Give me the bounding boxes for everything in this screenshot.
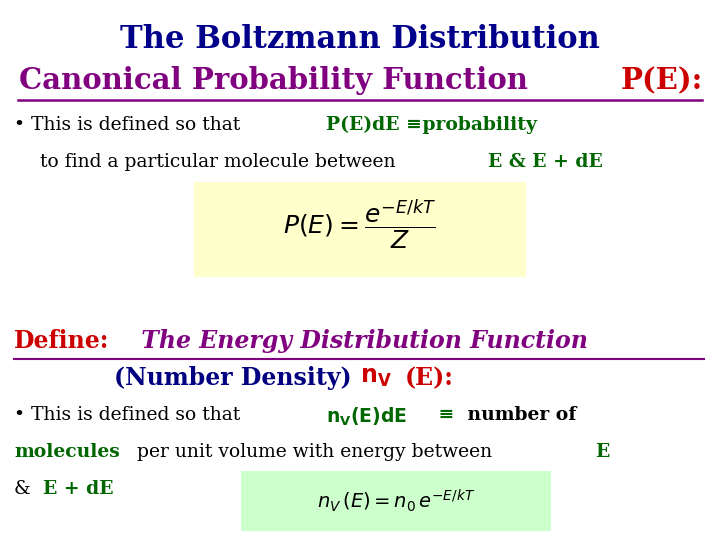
- Text: • This is defined so that: • This is defined so that: [14, 116, 247, 134]
- Text: E & E + dE: E & E + dE: [488, 153, 603, 171]
- Text: Define:: Define:: [14, 329, 109, 353]
- Text: ≡: ≡: [432, 406, 454, 424]
- Text: E + dE: E + dE: [43, 480, 114, 497]
- Text: &: &: [14, 480, 37, 497]
- Text: probability: probability: [416, 116, 537, 134]
- Text: The Energy Distribution Function: The Energy Distribution Function: [133, 329, 588, 353]
- FancyBboxPatch shape: [241, 471, 551, 531]
- Text: $\mathbf{n_V}$: $\mathbf{n_V}$: [360, 366, 392, 389]
- Text: $P(E) = \dfrac{e^{-E/kT}}{Z}$: $P(E) = \dfrac{e^{-E/kT}}{Z}$: [284, 198, 436, 252]
- FancyBboxPatch shape: [194, 183, 526, 277]
- Text: The Boltzmann Distribution: The Boltzmann Distribution: [120, 24, 600, 55]
- Text: P(E)dE ≡: P(E)dE ≡: [326, 116, 422, 134]
- Text: (Number Density): (Number Density): [114, 366, 360, 390]
- Text: molecules: molecules: [14, 443, 120, 461]
- Text: $\mathbf{n_V(E)dE}$: $\mathbf{n_V(E)dE}$: [326, 406, 408, 428]
- Text: per unit volume with energy between: per unit volume with energy between: [131, 443, 498, 461]
- Text: number of: number of: [461, 406, 576, 424]
- Text: $n_V\,(E) = n_0\,e^{-E/kT}$: $n_V\,(E) = n_0\,e^{-E/kT}$: [317, 488, 475, 515]
- Text: • This is defined so that: • This is defined so that: [14, 406, 247, 424]
- Text: P(E):: P(E):: [621, 66, 703, 95]
- Text: to find a particular molecule between: to find a particular molecule between: [40, 153, 401, 171]
- Text: Canonical Probability Function: Canonical Probability Function: [19, 66, 538, 95]
- Text: (E):: (E):: [405, 366, 454, 390]
- Text: E: E: [595, 443, 609, 461]
